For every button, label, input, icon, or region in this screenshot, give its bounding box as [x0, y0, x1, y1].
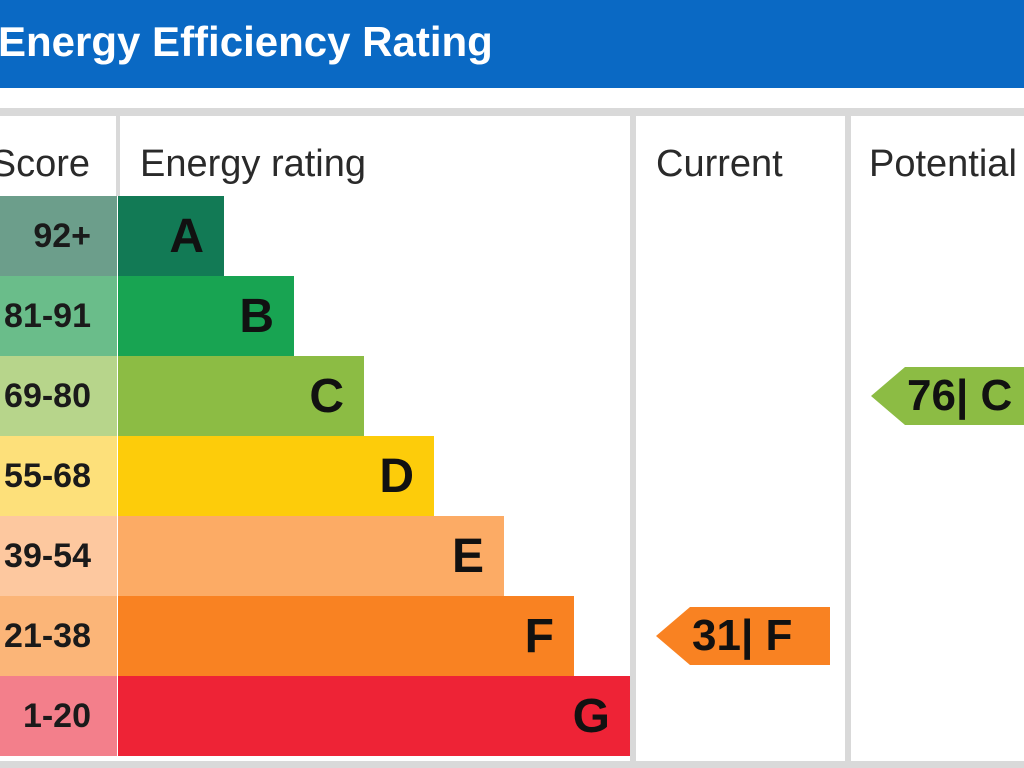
- score-range-a: 92+: [0, 196, 117, 276]
- rating-header-cell: Energy rating: [120, 116, 630, 196]
- band-c: C: [118, 356, 364, 436]
- score-range-g: 1-20: [0, 676, 117, 756]
- score-range-f: 21-38: [0, 596, 117, 676]
- current-header-cell: Current: [636, 116, 845, 196]
- potential-header-cell: Potential: [851, 116, 1024, 196]
- potential-column-header: Potential: [869, 143, 1017, 185]
- band-b: B: [118, 276, 294, 356]
- potential-column: 76| C: [851, 196, 1024, 761]
- band-a: A: [118, 196, 224, 276]
- page-title: Energy Efficiency Rating: [0, 18, 493, 65]
- score-range-e: 39-54: [0, 516, 117, 596]
- score-column-header: Score: [0, 143, 90, 185]
- potential-rating-arrow: 76| C: [871, 367, 1024, 425]
- current-rating-arrow: 31| F: [656, 607, 830, 665]
- band-d: D: [118, 436, 434, 516]
- epc-chart: Score Energy rating Current Potential 92…: [0, 108, 1024, 768]
- score-range-b: 81-91: [0, 276, 117, 356]
- bands-area: 92+ A 81-91 B 69-80 C 55-68 D 39-54 E 21-38 F 1-20 G: [0, 196, 630, 761]
- current-column: 31| F: [636, 196, 845, 761]
- title-bar: Energy Efficiency Rating: [0, 0, 1024, 88]
- current-column-header: Current: [656, 143, 783, 185]
- band-f: F: [118, 596, 574, 676]
- rating-column-header: Energy rating: [140, 143, 367, 185]
- score-range-c: 69-80: [0, 356, 117, 436]
- band-g: G: [118, 676, 630, 756]
- band-e: E: [118, 516, 504, 596]
- score-range-d: 55-68: [0, 436, 117, 516]
- score-header-cell: Score: [0, 116, 116, 196]
